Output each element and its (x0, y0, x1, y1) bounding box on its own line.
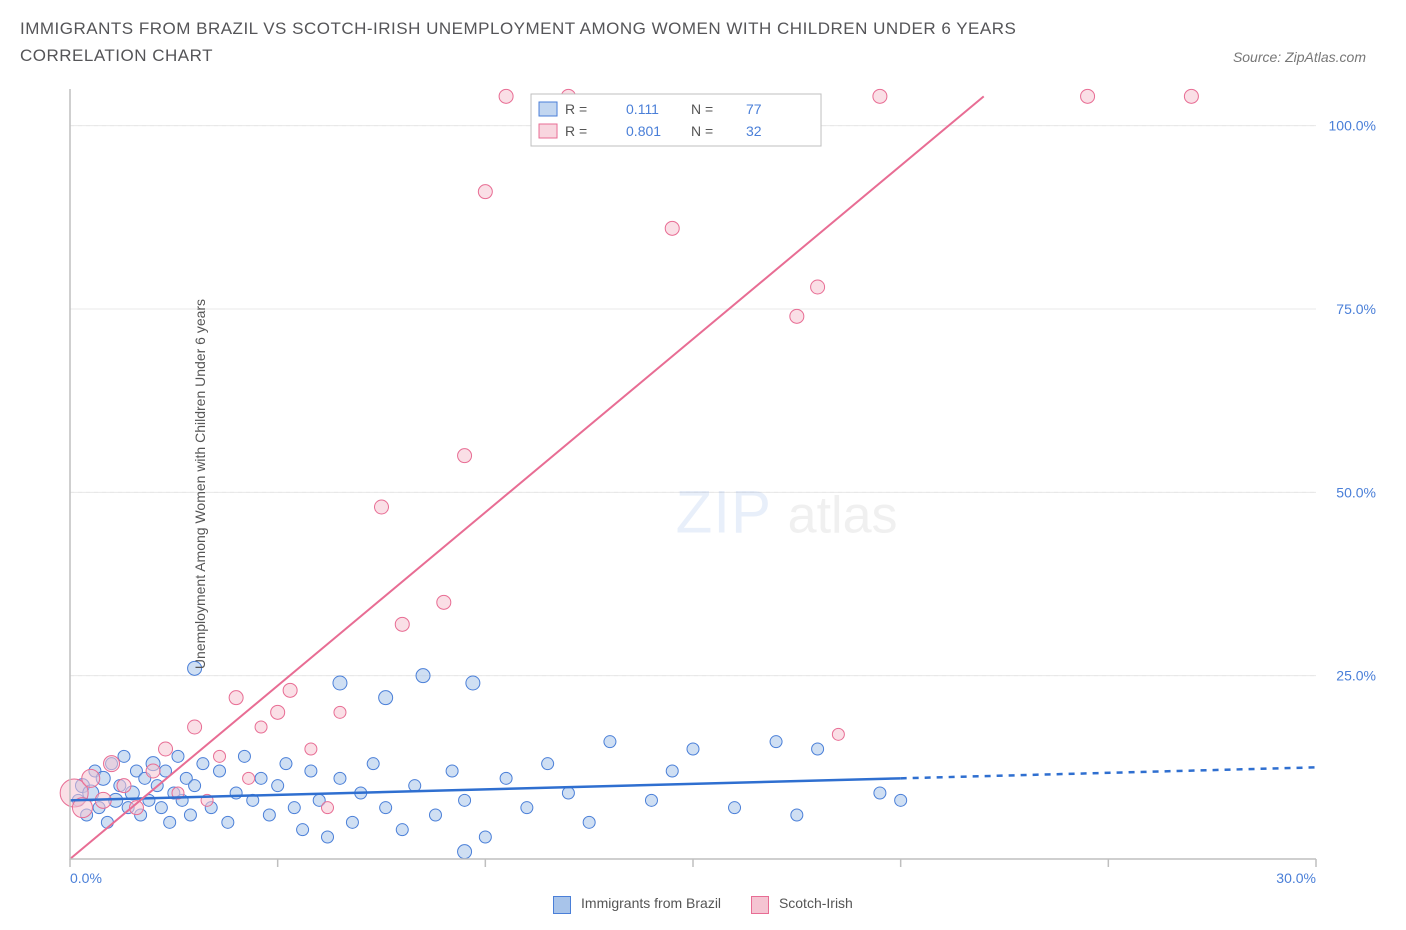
svg-text:100.0%: 100.0% (1329, 118, 1376, 134)
svg-text:N =: N = (691, 123, 713, 139)
svg-text:R =: R = (565, 101, 587, 117)
bottom-legend: Immigrants from Brazil Scotch-Irish (20, 895, 1386, 913)
legend-label-brazil: Immigrants from Brazil (581, 895, 721, 911)
scatter-chart: ZIP atlas 0.0% 30.0% 25.0% 50.0% 75.0% 100.0% R … (20, 79, 1386, 889)
svg-text:77: 77 (746, 101, 762, 117)
svg-text:R =: R = (565, 123, 587, 139)
chart-title: IMMIGRANTS FROM BRAZIL VS SCOTCH-IRISH U… (20, 15, 1120, 69)
svg-text:75.0%: 75.0% (1336, 301, 1376, 317)
svg-text:30.0%: 30.0% (1276, 870, 1316, 886)
svg-text:atlas: atlas (788, 487, 898, 545)
svg-text:32: 32 (746, 123, 762, 139)
legend-item-scotch: Scotch-Irish (751, 895, 853, 913)
svg-text:N =: N = (691, 101, 713, 117)
legend-label-scotch: Scotch-Irish (779, 895, 853, 911)
svg-text:50.0%: 50.0% (1336, 485, 1376, 501)
svg-text:ZIP: ZIP (676, 479, 772, 546)
source-label: Source: ZipAtlas.com (1233, 49, 1386, 69)
legend-swatch-scotch (751, 896, 769, 914)
y-axis-label: Unemployment Among Women with Children U… (192, 299, 208, 669)
svg-text:0.801: 0.801 (626, 123, 661, 139)
chart-container: Unemployment Among Women with Children U… (20, 79, 1386, 889)
svg-text:25.0%: 25.0% (1336, 668, 1376, 684)
legend-swatch-brazil (553, 896, 571, 914)
svg-text:0.0%: 0.0% (70, 870, 102, 886)
legend-item-brazil: Immigrants from Brazil (553, 895, 721, 913)
svg-text:0.111: 0.111 (626, 101, 659, 117)
